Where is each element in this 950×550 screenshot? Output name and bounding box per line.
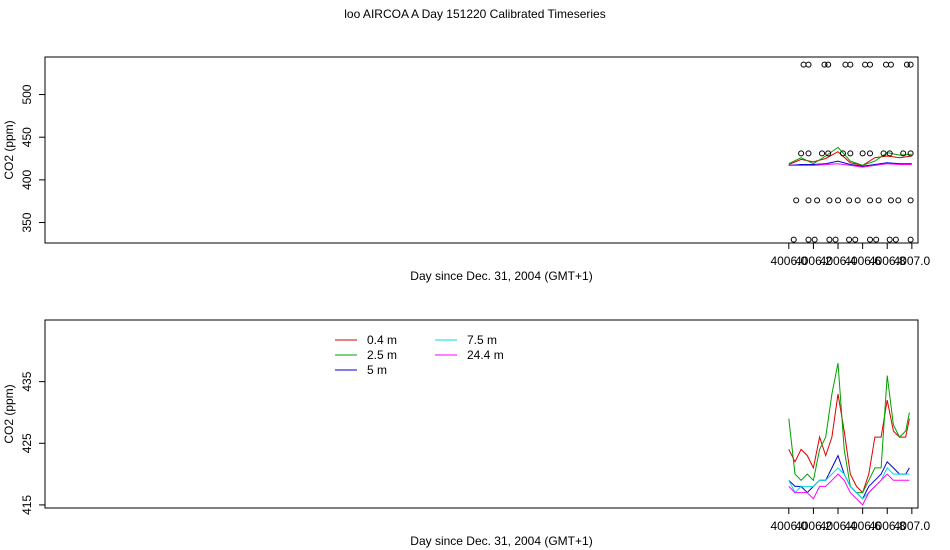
outlier-point — [854, 197, 861, 204]
outlier-point — [867, 150, 874, 157]
outlier-point — [790, 236, 797, 243]
plot-frame — [44, 56, 919, 244]
outlier-point — [826, 236, 833, 243]
outlier-point — [846, 236, 853, 243]
outlier-point — [821, 61, 828, 68]
outlier-point — [805, 150, 812, 157]
outlier-point — [867, 197, 874, 204]
x-tick-label: 4006.4 — [820, 254, 857, 268]
y-axis-label: CO2 (ppm) — [2, 384, 16, 443]
outlier-point — [805, 236, 812, 243]
outlier-point — [862, 61, 869, 68]
series-line-4 — [788, 467, 910, 500]
y-tick-label: 425 — [20, 433, 34, 453]
y-tick-label: 415 — [20, 495, 34, 515]
x-tick-label: 4006.0 — [770, 519, 807, 533]
y-tick-label: 500 — [20, 84, 34, 104]
outlier-point — [800, 61, 807, 68]
outlier-point — [907, 150, 914, 157]
outlier-point — [867, 61, 874, 68]
outlier-point — [903, 61, 910, 68]
plot-frame — [44, 319, 919, 509]
outlier-point — [811, 236, 818, 243]
series-group — [788, 146, 912, 168]
x-tick-label: 4006.2 — [795, 519, 832, 533]
x-tick-label: 4006.2 — [795, 254, 832, 268]
outlier-point — [907, 61, 914, 68]
outlier-point — [825, 150, 832, 157]
outlier-point — [907, 197, 914, 204]
outlier-point — [847, 61, 854, 68]
outlier-point — [907, 236, 914, 243]
outlier-point — [793, 197, 800, 204]
outlier-point — [873, 236, 880, 243]
y-tick-label: 350 — [20, 212, 34, 232]
outlier-point — [887, 197, 894, 204]
outlier-point — [842, 61, 849, 68]
legend-label: 0.4 m — [367, 333, 397, 347]
y-tick-label: 435 — [20, 371, 34, 391]
outlier-point — [887, 61, 894, 68]
legend-label: 5 m — [367, 363, 387, 377]
x-tick-label: 4007.0 — [893, 519, 930, 533]
x-tick-label: 4006.4 — [820, 519, 857, 533]
y-axis-label: CO2 (ppm) — [2, 120, 16, 179]
series-line-1 — [788, 393, 910, 494]
outlier-point — [832, 236, 839, 243]
outlier-point — [886, 150, 893, 157]
x-tick-label: 4006.0 — [770, 254, 807, 268]
outlier-point — [826, 197, 833, 204]
x-tick-label: 4006.8 — [869, 254, 906, 268]
outlier-point — [819, 150, 826, 157]
x-tick-label: 4006.6 — [844, 254, 881, 268]
outlier-point — [859, 150, 866, 157]
outlier-point — [886, 236, 893, 243]
outlier-point — [892, 236, 899, 243]
outlier-point — [867, 236, 874, 243]
outlier-point — [825, 61, 832, 68]
x-tick-label: 4006.8 — [869, 519, 906, 533]
outlier-point — [839, 150, 846, 157]
y-tick-label: 450 — [20, 127, 34, 147]
outlier-point — [895, 197, 902, 204]
chart-title: loo AIRCOA A Day 151220 Calibrated Times… — [344, 7, 606, 21]
outlier-point — [900, 150, 907, 157]
x-tick-label: 4006.6 — [844, 519, 881, 533]
outlier-point — [835, 197, 842, 204]
outlier-point — [883, 61, 890, 68]
x-axis-label: Day since Dec. 31, 2004 (GMT+1) — [410, 534, 592, 548]
legend: 0.4 m2.5 m5 m 7.5 m24.4 m — [335, 333, 504, 377]
outlier-point — [814, 197, 821, 204]
outlier-point — [875, 197, 882, 204]
series-line-5 — [788, 473, 910, 506]
outlier-point — [846, 197, 853, 204]
x-axis-label: Day since Dec. 31, 2004 (GMT+1) — [410, 269, 592, 283]
outlier-point — [798, 150, 805, 157]
legend-label: 2.5 m — [367, 348, 397, 362]
series-line-1 — [788, 151, 912, 166]
series-line-4 — [788, 163, 912, 168]
series-line-2 — [788, 363, 910, 494]
series-group — [788, 363, 910, 506]
legend-label: 7.5 m — [467, 333, 497, 347]
y-tick-label: 400 — [20, 170, 34, 190]
outlier-point — [847, 150, 854, 157]
outlier-point — [805, 61, 812, 68]
series-line-3 — [788, 160, 912, 167]
outlier-point — [852, 236, 859, 243]
legend-label: 24.4 m — [467, 348, 504, 362]
outlier-point — [880, 150, 887, 157]
series-line-2 — [788, 146, 912, 166]
outlier-point — [805, 197, 812, 204]
x-tick-label: 4007.0 — [893, 254, 930, 268]
